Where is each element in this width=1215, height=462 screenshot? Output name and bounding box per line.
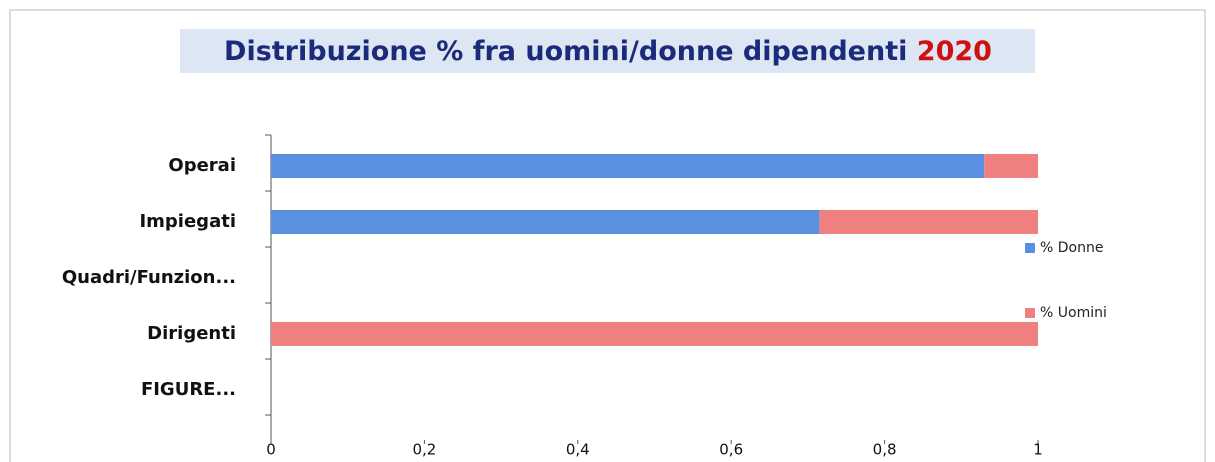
- legend-label: % Donne: [1040, 240, 1103, 256]
- x-tick-label: 1: [1033, 441, 1043, 459]
- title-year: 2020: [917, 36, 992, 67]
- chart-title: Distribuzione % fra uomini/donne dipende…: [224, 36, 992, 67]
- y-tick-label: Operai: [168, 155, 236, 176]
- bar-segment: [271, 322, 1038, 346]
- y-tick-label: Quadri/Funzion...: [62, 267, 236, 288]
- legend-swatch: [1025, 308, 1035, 318]
- legend-swatch: [1025, 243, 1035, 253]
- bar-segment: [819, 210, 1038, 234]
- bar-segment: [984, 154, 1038, 178]
- x-tick-label: 0: [266, 441, 276, 459]
- x-tick-label: 0,4: [566, 441, 590, 459]
- chart-frame: [9, 9, 1206, 462]
- y-tick-label: Impiegati: [139, 211, 236, 232]
- x-tick-label: 0,8: [873, 441, 897, 459]
- bar-segment: [271, 210, 820, 234]
- y-tick-label: Dirigenti: [147, 323, 236, 344]
- x-tick-label: 0,2: [412, 441, 436, 459]
- title-main: Distribuzione % fra uomini/donne dipende…: [224, 36, 907, 67]
- x-tick-label: 0,6: [719, 441, 743, 459]
- title-box: [180, 29, 1035, 73]
- bar-segment: [271, 154, 985, 178]
- y-tick-label: FIGURE...: [141, 379, 236, 400]
- legend-label: % Uomini: [1040, 305, 1107, 321]
